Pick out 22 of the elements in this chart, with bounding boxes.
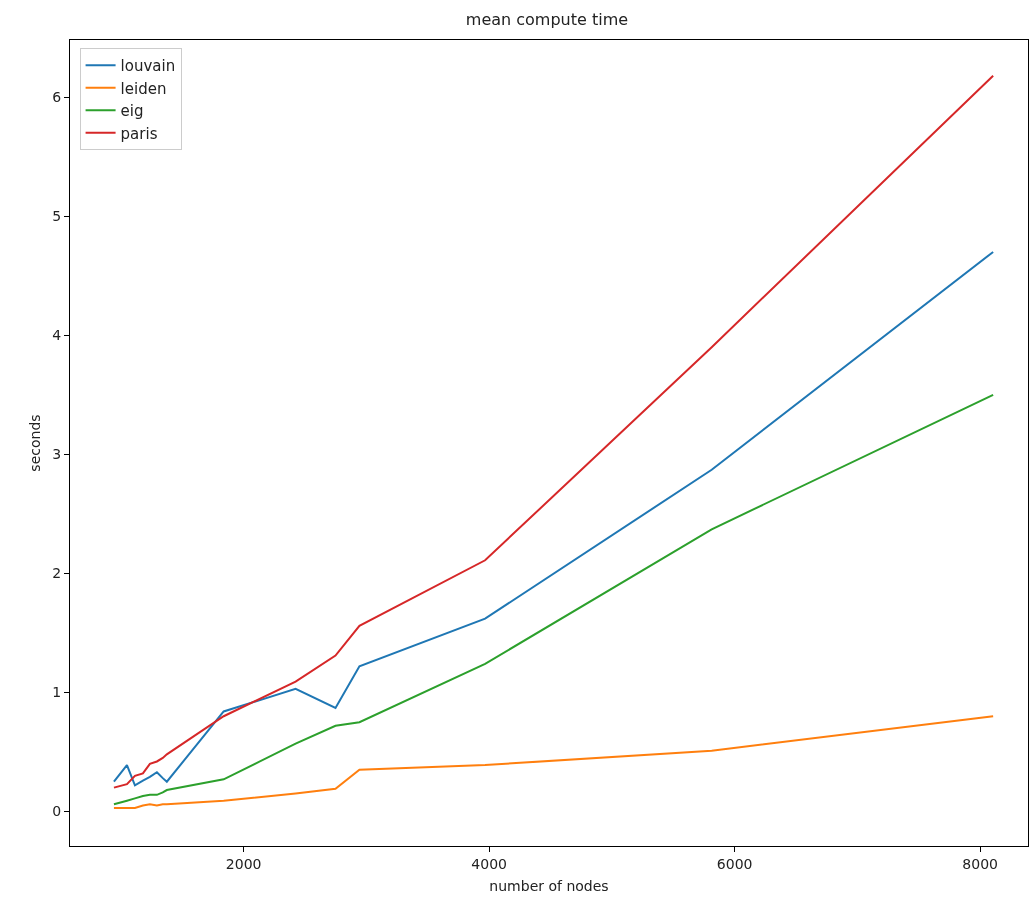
- x-tick-label: 8000: [962, 855, 998, 872]
- y-tick-label: 6: [52, 89, 62, 106]
- y-tick-label: 3: [52, 446, 62, 463]
- y-tick-label: 2: [52, 565, 62, 582]
- legend-label: leiden: [120, 79, 167, 98]
- legend-label: eig: [120, 102, 144, 121]
- line-series: [112, 250, 995, 787]
- line-series: [112, 715, 995, 809]
- x-tick-label: 2000: [225, 855, 262, 872]
- legend-label: paris: [120, 124, 158, 143]
- y-tick-label: 1: [52, 684, 62, 701]
- x-axis-title: number of nodes: [489, 878, 609, 895]
- y-tick-label: 5: [52, 208, 62, 225]
- x-tick-label: 4000: [471, 855, 507, 872]
- legend-label: louvain: [120, 57, 176, 76]
- y-axis-title: seconds: [26, 414, 43, 472]
- line-series: [112, 74, 995, 789]
- line-series: [112, 393, 995, 806]
- y-tick-label: 4: [52, 327, 62, 344]
- x-tick-label: 6000: [716, 855, 753, 872]
- y-tick-label: 0: [52, 803, 62, 820]
- chart-title: mean compute time: [465, 9, 629, 29]
